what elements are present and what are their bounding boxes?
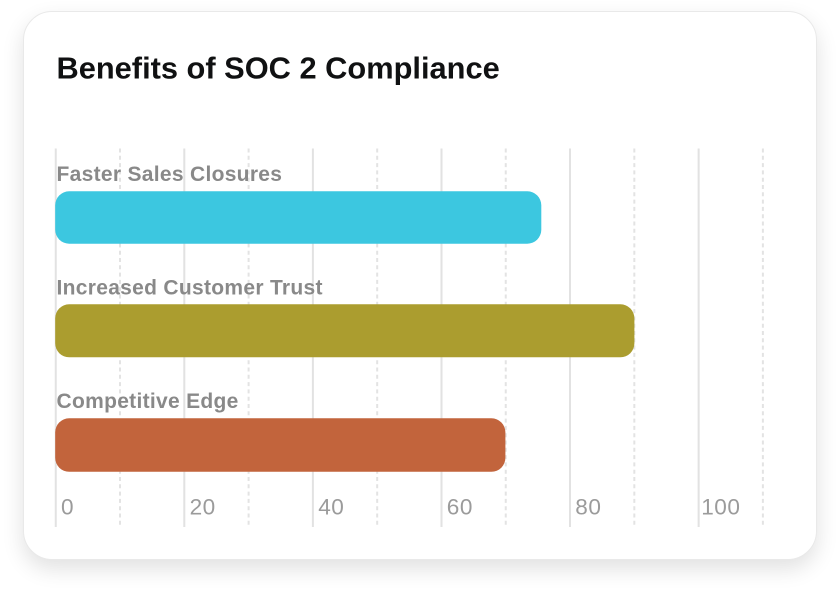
svg-text:Competitive Edge: Competitive Edge	[57, 390, 239, 413]
svg-text:80: 80	[575, 495, 601, 520]
svg-text:40: 40	[318, 495, 344, 520]
svg-text:Benefits of SOC 2 Compliance: Benefits of SOC 2 Compliance	[57, 51, 500, 86]
svg-text:60: 60	[447, 495, 473, 520]
svg-text:100: 100	[701, 495, 740, 520]
svg-text:Increased Customer Trust: Increased Customer Trust	[57, 277, 323, 300]
svg-text:20: 20	[190, 495, 216, 520]
svg-text:Faster Sales Closures: Faster Sales Closures	[57, 163, 283, 186]
svg-text:0: 0	[61, 495, 74, 520]
